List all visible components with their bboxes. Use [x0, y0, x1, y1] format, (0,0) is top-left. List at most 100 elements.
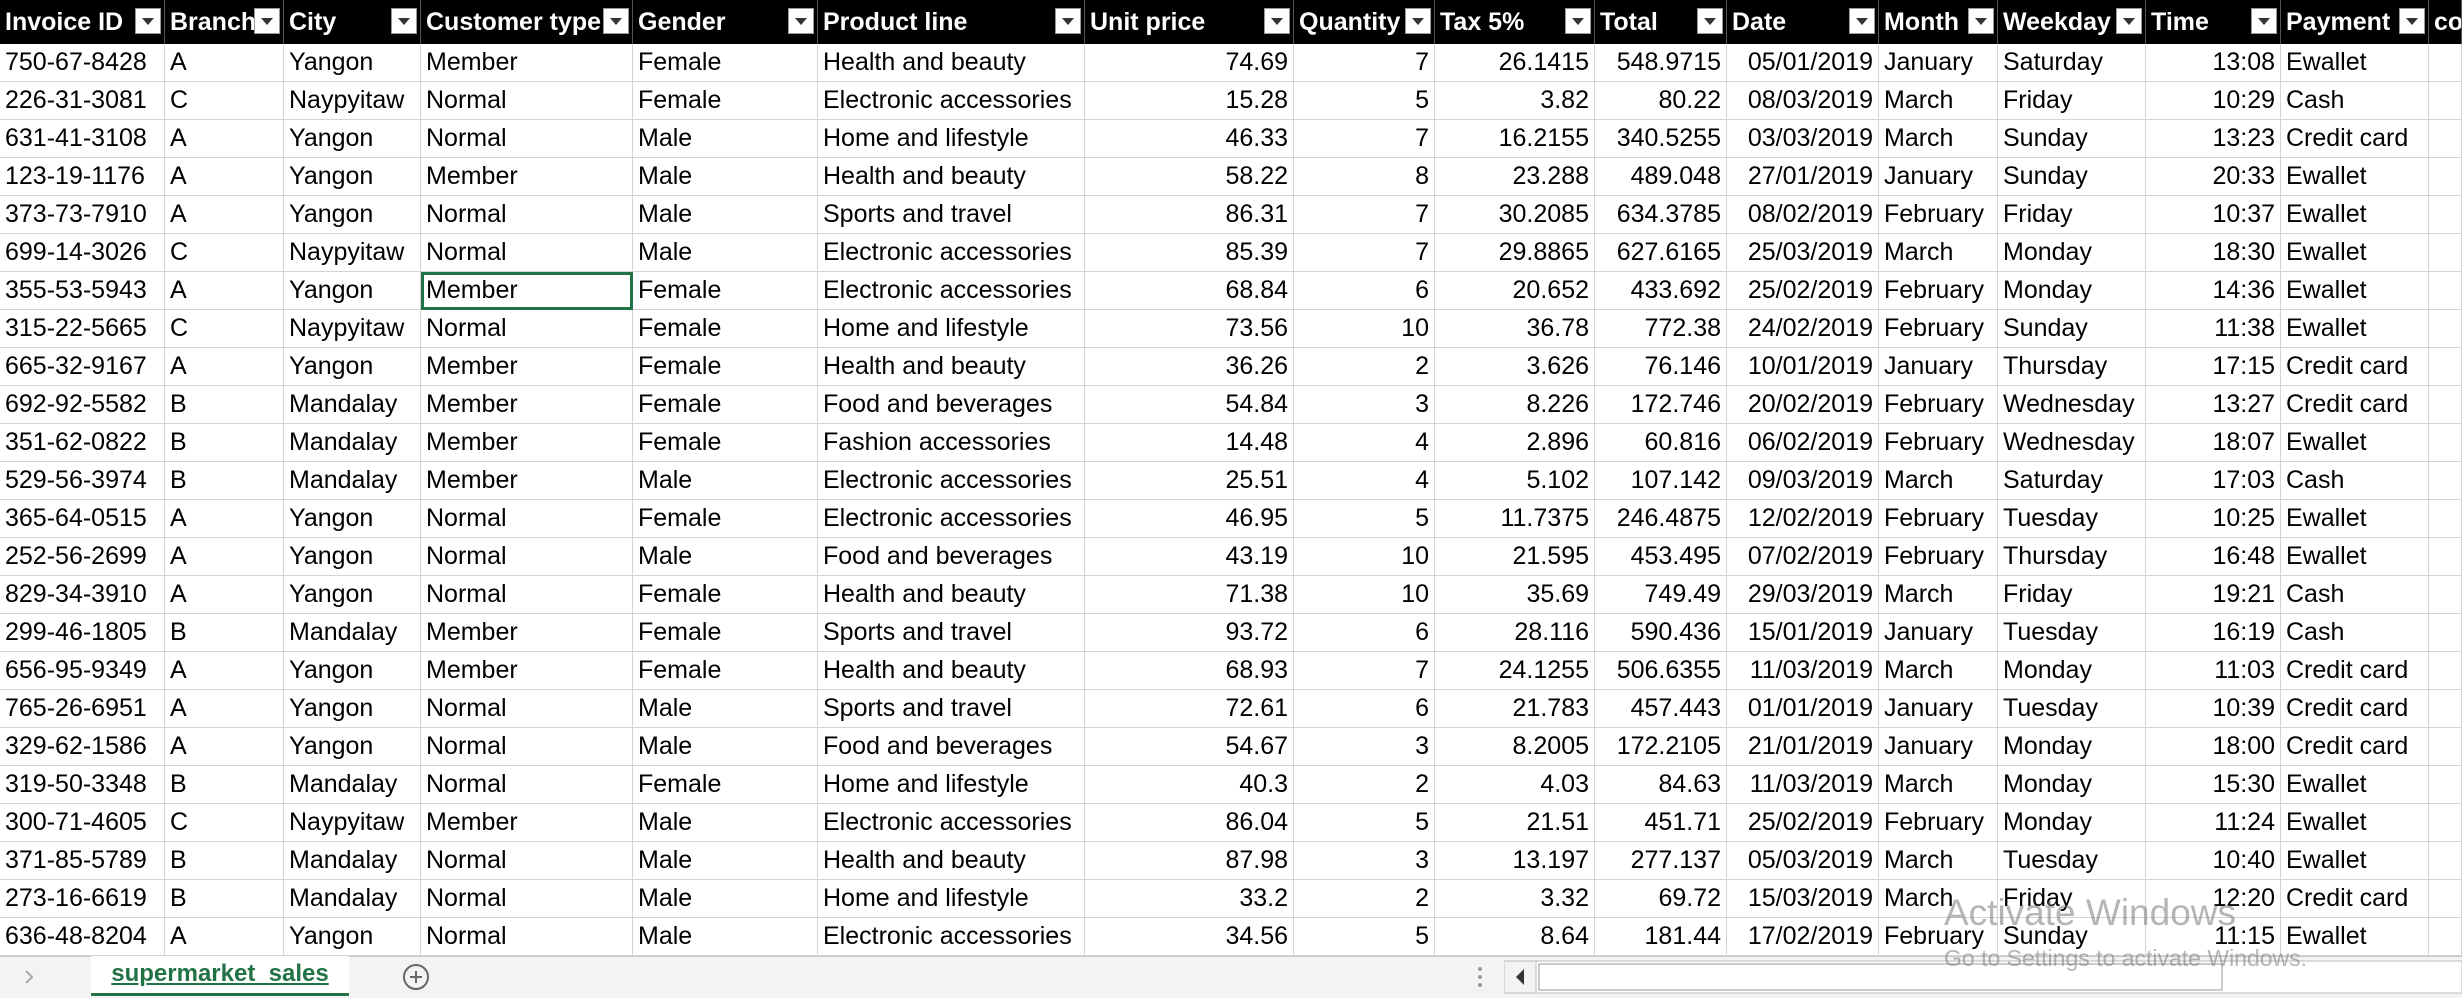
cell[interactable]: 11:15: [2146, 918, 2281, 956]
cell[interactable]: Male: [633, 462, 818, 500]
cell[interactable]: Yangon: [284, 576, 421, 614]
filter-button[interactable]: [254, 8, 280, 34]
cell[interactable]: February: [1879, 538, 1998, 576]
cell[interactable]: Sports and travel: [818, 690, 1085, 728]
cell[interactable]: Male: [633, 880, 818, 918]
cell[interactable]: A: [165, 44, 284, 82]
cell[interactable]: 10:25: [2146, 500, 2281, 538]
cell[interactable]: Yangon: [284, 918, 421, 956]
cell[interactable]: 80.22: [1595, 82, 1727, 120]
cell[interactable]: 21.595: [1435, 538, 1595, 576]
cell[interactable]: [2429, 196, 2462, 234]
cell[interactable]: [2429, 880, 2462, 918]
cell[interactable]: 11/03/2019: [1727, 766, 1879, 804]
cell[interactable]: March: [1879, 576, 1998, 614]
cell[interactable]: 631-41-3108: [0, 120, 165, 158]
cell[interactable]: Credit card: [2281, 652, 2429, 690]
cell[interactable]: 453.495: [1595, 538, 1727, 576]
cell[interactable]: 54.67: [1085, 728, 1294, 766]
cell[interactable]: Friday: [1998, 82, 2146, 120]
filter-button[interactable]: [1565, 8, 1591, 34]
cell[interactable]: 60.816: [1595, 424, 1727, 462]
cell[interactable]: 699-14-3026: [0, 234, 165, 272]
cell[interactable]: Monday: [1998, 652, 2146, 690]
cell[interactable]: 43.19: [1085, 538, 1294, 576]
cell[interactable]: March: [1879, 842, 1998, 880]
cell[interactable]: Female: [633, 386, 818, 424]
cell[interactable]: 300-71-4605: [0, 804, 165, 842]
cell[interactable]: Food and beverages: [818, 386, 1085, 424]
cell[interactable]: A: [165, 652, 284, 690]
cell[interactable]: 84.63: [1595, 766, 1727, 804]
cell[interactable]: Electronic accessories: [818, 234, 1085, 272]
cell[interactable]: 273-16-6619: [0, 880, 165, 918]
cell[interactable]: Yangon: [284, 272, 421, 310]
cell[interactable]: 76.146: [1595, 348, 1727, 386]
cell[interactable]: 86.04: [1085, 804, 1294, 842]
cell[interactable]: Normal: [421, 918, 633, 956]
cell[interactable]: Home and lifestyle: [818, 766, 1085, 804]
cell[interactable]: A: [165, 576, 284, 614]
cell[interactable]: 07/02/2019: [1727, 538, 1879, 576]
cell[interactable]: A: [165, 728, 284, 766]
cell[interactable]: Credit card: [2281, 348, 2429, 386]
cell[interactable]: Ewallet: [2281, 766, 2429, 804]
cell[interactable]: 7: [1294, 44, 1435, 82]
cell[interactable]: 8.64: [1435, 918, 1595, 956]
cell[interactable]: 87.98: [1085, 842, 1294, 880]
cell[interactable]: C: [165, 804, 284, 842]
cell[interactable]: Member: [421, 614, 633, 652]
cell[interactable]: A: [165, 918, 284, 956]
cell[interactable]: 8.2005: [1435, 728, 1595, 766]
cell[interactable]: A: [165, 348, 284, 386]
cell[interactable]: 08/03/2019: [1727, 82, 1879, 120]
cell[interactable]: [2429, 386, 2462, 424]
cell[interactable]: 68.84: [1085, 272, 1294, 310]
cell[interactable]: Normal: [421, 728, 633, 766]
cell[interactable]: Ewallet: [2281, 804, 2429, 842]
cell[interactable]: Member: [421, 652, 633, 690]
cell[interactable]: Health and beauty: [818, 652, 1085, 690]
cell[interactable]: Normal: [421, 690, 633, 728]
cell[interactable]: Ewallet: [2281, 44, 2429, 82]
cell[interactable]: Monday: [1998, 804, 2146, 842]
cell[interactable]: [2429, 310, 2462, 348]
cell[interactable]: Electronic accessories: [818, 500, 1085, 538]
cell[interactable]: 5: [1294, 804, 1435, 842]
cell[interactable]: Monday: [1998, 766, 2146, 804]
cell[interactable]: Male: [633, 804, 818, 842]
column-header[interactable]: Time: [2146, 0, 2281, 44]
cell[interactable]: 46.95: [1085, 500, 1294, 538]
cell[interactable]: Male: [633, 728, 818, 766]
cell[interactable]: 10:39: [2146, 690, 2281, 728]
cell[interactable]: [2429, 842, 2462, 880]
cell[interactable]: 2.896: [1435, 424, 1595, 462]
cell[interactable]: [2429, 234, 2462, 272]
cell[interactable]: Male: [633, 196, 818, 234]
filter-button[interactable]: [788, 8, 814, 34]
cell[interactable]: 7: [1294, 234, 1435, 272]
cell[interactable]: January: [1879, 44, 1998, 82]
cell[interactable]: Male: [633, 234, 818, 272]
cell[interactable]: [2429, 424, 2462, 462]
cell[interactable]: 20.652: [1435, 272, 1595, 310]
cell[interactable]: Female: [633, 82, 818, 120]
cell[interactable]: 6: [1294, 614, 1435, 652]
cell[interactable]: 590.436: [1595, 614, 1727, 652]
cell[interactable]: Thursday: [1998, 538, 2146, 576]
cell[interactable]: Food and beverages: [818, 538, 1085, 576]
cell[interactable]: 10: [1294, 576, 1435, 614]
cell[interactable]: Yangon: [284, 500, 421, 538]
cell[interactable]: Cash: [2281, 576, 2429, 614]
cell[interactable]: 11:38: [2146, 310, 2281, 348]
cell[interactable]: Yangon: [284, 348, 421, 386]
cell[interactable]: January: [1879, 690, 1998, 728]
cell[interactable]: 10: [1294, 310, 1435, 348]
cell[interactable]: March: [1879, 766, 1998, 804]
cell[interactable]: Normal: [421, 500, 633, 538]
cell[interactable]: Female: [633, 614, 818, 652]
cell[interactable]: 6: [1294, 690, 1435, 728]
cell[interactable]: [2429, 538, 2462, 576]
cell[interactable]: [2429, 158, 2462, 196]
cell[interactable]: 252-56-2699: [0, 538, 165, 576]
